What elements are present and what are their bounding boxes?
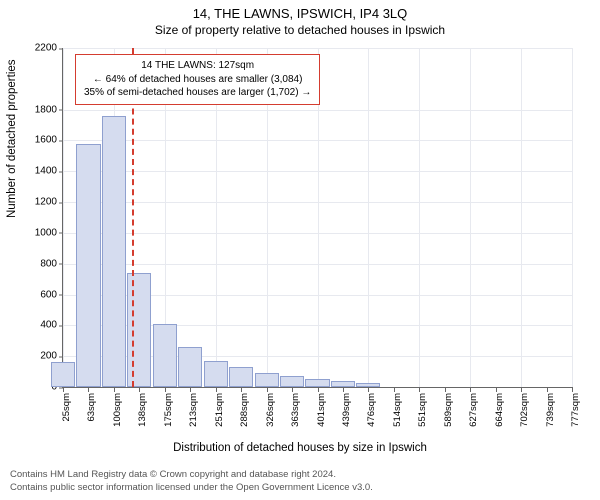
- histogram-bar: [280, 376, 304, 387]
- x-tick-mark: [445, 387, 446, 392]
- x-tick-mark: [190, 387, 191, 392]
- x-tick-mark: [267, 387, 268, 392]
- chart-container: { "chart": { "type": "histogram", "title…: [0, 0, 600, 500]
- x-tick-label: 288sqm: [239, 393, 250, 427]
- gridline-vertical: [470, 48, 471, 387]
- x-tick-label: 551sqm: [417, 393, 428, 427]
- y-tick-label: 200: [40, 351, 63, 362]
- x-tick-mark: [292, 387, 293, 392]
- x-tick-label: 702sqm: [519, 393, 530, 427]
- x-tick-label: 514sqm: [392, 393, 403, 427]
- histogram-bar: [127, 273, 151, 387]
- plot-area: 020040060080010001200140016001800220025s…: [62, 48, 572, 388]
- x-tick-label: 739sqm: [545, 393, 556, 427]
- x-tick-label: 25sqm: [61, 393, 72, 422]
- x-tick-mark: [139, 387, 140, 392]
- x-tick-label: 100sqm: [112, 393, 123, 427]
- x-tick-mark: [368, 387, 369, 392]
- x-tick-label: 401sqm: [316, 393, 327, 427]
- gridline-vertical: [63, 48, 64, 387]
- gridline-vertical: [572, 48, 573, 387]
- page-title: 14, THE LAWNS, IPSWICH, IP4 3LQ: [0, 0, 600, 21]
- x-tick-label: 476sqm: [366, 393, 377, 427]
- histogram-bar: [255, 373, 279, 387]
- attribution-line: Contains public sector information licen…: [10, 482, 373, 494]
- x-tick-label: 627sqm: [468, 393, 479, 427]
- annotation-line: 35% of semi-detached houses are larger (…: [84, 86, 311, 100]
- y-tick-label: 600: [40, 289, 63, 300]
- y-tick-label: 1800: [35, 104, 63, 115]
- attribution: Contains HM Land Registry data © Crown c…: [10, 469, 373, 494]
- x-tick-mark: [470, 387, 471, 392]
- x-tick-label: 589sqm: [443, 393, 454, 427]
- histogram-bar: [102, 116, 126, 387]
- x-tick-mark: [572, 387, 573, 392]
- histogram-bar: [204, 361, 228, 387]
- x-tick-label: 439sqm: [341, 393, 352, 427]
- histogram-bar: [51, 362, 75, 387]
- gridline-vertical: [419, 48, 420, 387]
- x-tick-label: 251sqm: [214, 393, 225, 427]
- y-tick-label: 800: [40, 258, 63, 269]
- histogram-bar: [153, 324, 177, 387]
- histogram-bar: [229, 367, 253, 387]
- x-tick-mark: [165, 387, 166, 392]
- gridline-vertical: [521, 48, 522, 387]
- attribution-line: Contains HM Land Registry data © Crown c…: [10, 469, 373, 481]
- x-tick-mark: [394, 387, 395, 392]
- x-tick-mark: [318, 387, 319, 392]
- x-tick-label: 363sqm: [290, 393, 301, 427]
- x-tick-label: 138sqm: [137, 393, 148, 427]
- y-tick-label: 1400: [35, 166, 63, 177]
- y-tick-label: 400: [40, 320, 63, 331]
- y-tick-label: 2200: [35, 43, 63, 54]
- y-tick-label: 1000: [35, 227, 63, 238]
- x-tick-mark: [241, 387, 242, 392]
- x-tick-mark: [88, 387, 89, 392]
- y-tick-label: 1600: [35, 135, 63, 146]
- x-tick-label: 175sqm: [163, 393, 174, 427]
- x-tick-mark: [216, 387, 217, 392]
- x-tick-mark: [496, 387, 497, 392]
- x-tick-mark: [521, 387, 522, 392]
- x-tick-label: 326sqm: [265, 393, 276, 427]
- page-subtitle: Size of property relative to detached ho…: [0, 21, 600, 37]
- x-tick-mark: [63, 387, 64, 392]
- x-tick-mark: [419, 387, 420, 392]
- histogram-bar: [76, 144, 100, 387]
- histogram-bar: [305, 379, 329, 387]
- y-tick-label: 1200: [35, 197, 63, 208]
- x-tick-label: 213sqm: [188, 393, 199, 427]
- annotation-line: ← 64% of detached houses are smaller (3,…: [84, 73, 311, 87]
- histogram-bar: [178, 347, 202, 387]
- annotation-line: 14 THE LAWNS: 127sqm: [84, 59, 311, 73]
- x-tick-mark: [114, 387, 115, 392]
- x-tick-mark: [547, 387, 548, 392]
- annotation-box: 14 THE LAWNS: 127sqm ← 64% of detached h…: [75, 54, 320, 105]
- x-tick-label: 777sqm: [570, 393, 581, 427]
- x-tick-label: 63sqm: [86, 393, 97, 422]
- x-tick-mark: [343, 387, 344, 392]
- gridline-vertical: [368, 48, 369, 387]
- x-tick-label: 664sqm: [494, 393, 505, 427]
- y-axis-label: Number of detached properties: [6, 59, 18, 218]
- x-axis-label: Distribution of detached houses by size …: [0, 442, 600, 454]
